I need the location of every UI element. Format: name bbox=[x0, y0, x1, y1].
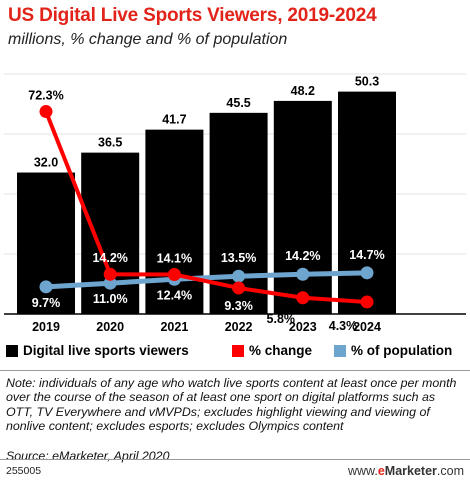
legend-swatch-change bbox=[232, 344, 244, 357]
population-point-2022 bbox=[232, 269, 246, 283]
change-label-2019: 72.3% bbox=[28, 89, 63, 103]
bar-label-2020: 36.5 bbox=[98, 136, 122, 150]
change-label-2023: 5.8% bbox=[267, 312, 296, 326]
x-tick-label-2023: 2023 bbox=[289, 320, 317, 334]
bar-label-2023: 48.2 bbox=[291, 84, 315, 98]
change-point-2024 bbox=[360, 295, 374, 309]
bar-label-2024: 50.3 bbox=[355, 75, 379, 89]
x-tick-label-2019: 2019 bbox=[32, 320, 60, 334]
change-point-2020 bbox=[103, 267, 117, 281]
legend-label-population: % of population bbox=[351, 343, 453, 358]
population-label-2023: 14.2% bbox=[285, 249, 320, 263]
x-tick-label-2020: 2020 bbox=[96, 320, 124, 334]
chart-id: 255005 bbox=[6, 465, 42, 477]
brand-suffix: .com bbox=[436, 464, 464, 478]
chart-subtitle: millions, % change and % of population bbox=[8, 31, 288, 48]
bar-2023 bbox=[273, 100, 332, 314]
legend-item-population: % of population bbox=[334, 343, 452, 358]
change-line bbox=[44, 109, 369, 304]
legend-swatch-population bbox=[334, 344, 346, 357]
x-tick-label-2024: 2024 bbox=[353, 320, 381, 334]
bar-label-2019: 32.0 bbox=[34, 156, 58, 170]
population-line bbox=[43, 270, 370, 290]
brand-rest: Marketer bbox=[384, 464, 437, 478]
population-label-2019: 9.7% bbox=[32, 296, 61, 310]
legend-item-viewers: Digital live sports viewers bbox=[6, 343, 189, 358]
bar-2024 bbox=[338, 91, 396, 314]
brand-link[interactable]: www.eMarketer.com bbox=[348, 464, 464, 478]
bar-2021 bbox=[145, 129, 204, 314]
population-point-2024 bbox=[360, 266, 374, 280]
population-label-2024: 14.7% bbox=[349, 248, 384, 262]
change-label-2021: 14.1% bbox=[157, 252, 192, 266]
legend-label-viewers: Digital live sports viewers bbox=[23, 343, 189, 358]
bar-label-2022: 45.5 bbox=[226, 96, 250, 110]
change-point-2021 bbox=[167, 268, 181, 282]
population-point-2023 bbox=[296, 267, 310, 281]
notes-section: Note: individuals of any age who watch l… bbox=[0, 370, 470, 463]
footer: 255005 www.eMarketer.com bbox=[0, 459, 470, 484]
population-point-2020 bbox=[103, 276, 117, 290]
x-tick-label-2022: 2022 bbox=[225, 320, 253, 334]
change-point-2022 bbox=[232, 281, 246, 295]
chart-title: US Digital Live Sports Viewers, 2019-202… bbox=[8, 5, 377, 26]
change-label-2020: 14.2% bbox=[92, 251, 127, 265]
change-point-2019 bbox=[39, 105, 53, 119]
change-label-2024: 4.3% bbox=[329, 319, 358, 333]
population-point-2019 bbox=[39, 280, 53, 294]
change-point-2023 bbox=[296, 291, 310, 305]
bar-2020 bbox=[81, 152, 140, 314]
legend-label-change: % change bbox=[249, 343, 313, 358]
population-label-2022: 13.5% bbox=[221, 251, 256, 265]
legend-swatch-viewers bbox=[6, 344, 18, 357]
chart-note: Note: individuals of any age who watch l… bbox=[6, 376, 457, 434]
change-label-2022: 9.3% bbox=[224, 299, 253, 313]
population-label-2021: 12.4% bbox=[157, 288, 192, 302]
legend: Digital live sports viewers % change % o… bbox=[6, 343, 466, 363]
legend-item-change: % change bbox=[232, 343, 312, 358]
combo-chart: 32.0 36.5 41.7 45.5 48.2 50.3 2019 2020 2021 2022… bbox=[4, 73, 466, 334]
brand-e: e bbox=[377, 464, 385, 478]
bar-label-2021: 41.7 bbox=[162, 113, 186, 127]
brand-prefix: www. bbox=[347, 464, 378, 478]
population-label-2020: 11.0% bbox=[93, 292, 128, 306]
x-tick-label-2021: 2021 bbox=[160, 320, 188, 334]
